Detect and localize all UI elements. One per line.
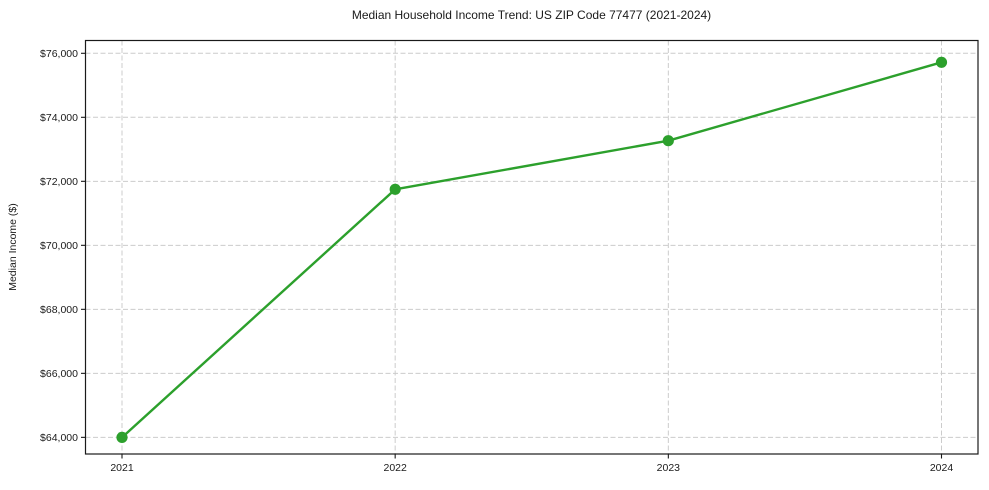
x-tick-label: 2023 [657,462,681,474]
x-tick-label: 2022 [383,462,407,474]
x-tick-label: 2021 [110,462,134,474]
x-tick-label: 2024 [930,462,954,474]
y-tick-label: $64,000 [40,432,78,444]
y-tick-label: $76,000 [40,48,78,60]
income-trend-line [120,61,943,439]
y-tick-label: $70,000 [40,240,78,252]
plot-border [84,39,979,455]
y-axis-title: Median Income ($) [7,203,19,291]
y-tick-label: $68,000 [40,304,78,316]
data-point-2021 [116,431,128,443]
data-point-2023 [662,135,674,147]
y-tick-label: $66,000 [40,368,78,380]
y-tick-label: $72,000 [40,176,78,188]
y-tick-label: $74,000 [40,112,78,124]
data-point-2024 [935,56,948,68]
data-point-2022 [389,183,401,195]
chart-title: Median Household Income Trend: US ZIP Co… [351,8,712,22]
